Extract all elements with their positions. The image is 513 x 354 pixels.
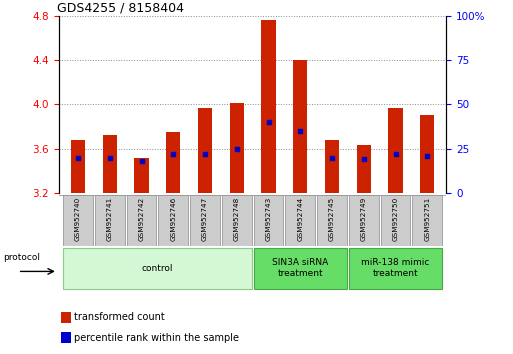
Bar: [230, 103, 244, 193]
Text: GSM952744: GSM952744: [297, 197, 303, 241]
Bar: [61, 312, 71, 323]
Text: percentile rank within the sample: percentile rank within the sample: [74, 332, 239, 343]
Bar: [95, 195, 125, 246]
Bar: [134, 158, 149, 193]
Text: control: control: [142, 264, 173, 273]
Text: GSM952749: GSM952749: [361, 197, 367, 241]
Bar: [293, 60, 307, 193]
Bar: [262, 20, 275, 193]
Text: miR-138 mimic
treatment: miR-138 mimic treatment: [361, 258, 430, 278]
Text: GSM952742: GSM952742: [139, 197, 145, 241]
Bar: [317, 195, 347, 246]
Bar: [63, 248, 252, 289]
Text: GSM952750: GSM952750: [392, 197, 399, 241]
Bar: [388, 108, 403, 193]
Text: transformed count: transformed count: [74, 312, 165, 322]
Text: GSM952741: GSM952741: [107, 197, 113, 241]
Bar: [127, 195, 156, 246]
Bar: [222, 195, 252, 246]
Text: GSM952740: GSM952740: [75, 197, 81, 241]
Text: GSM952751: GSM952751: [424, 197, 430, 241]
Bar: [357, 145, 371, 193]
Bar: [349, 195, 379, 246]
Text: GSM952746: GSM952746: [170, 197, 176, 241]
Bar: [381, 195, 410, 246]
Bar: [412, 195, 442, 246]
Bar: [159, 195, 188, 246]
Text: GSM952745: GSM952745: [329, 197, 335, 241]
Bar: [61, 332, 71, 343]
Text: GDS4255 / 8158404: GDS4255 / 8158404: [57, 2, 184, 15]
Bar: [63, 195, 93, 246]
Bar: [198, 108, 212, 193]
Text: GSM952743: GSM952743: [266, 197, 271, 241]
Bar: [285, 195, 315, 246]
Bar: [325, 140, 339, 193]
Text: protocol: protocol: [3, 253, 40, 262]
Bar: [71, 140, 85, 193]
Bar: [253, 248, 347, 289]
Text: GSM952748: GSM952748: [234, 197, 240, 241]
Bar: [166, 132, 181, 193]
Bar: [190, 195, 220, 246]
Bar: [103, 135, 117, 193]
Bar: [420, 115, 435, 193]
Bar: [349, 248, 442, 289]
Text: SIN3A siRNA
treatment: SIN3A siRNA treatment: [272, 258, 328, 278]
Text: GSM952747: GSM952747: [202, 197, 208, 241]
Bar: [253, 195, 284, 246]
